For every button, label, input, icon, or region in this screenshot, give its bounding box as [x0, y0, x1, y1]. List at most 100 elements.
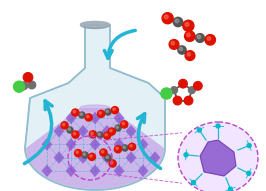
Circle shape: [228, 187, 232, 191]
Circle shape: [171, 41, 174, 45]
Circle shape: [108, 128, 115, 135]
Polygon shape: [66, 164, 76, 177]
Circle shape: [116, 126, 118, 129]
Circle shape: [169, 40, 179, 49]
Circle shape: [80, 113, 82, 115]
Polygon shape: [41, 164, 52, 177]
Circle shape: [86, 115, 89, 118]
Circle shape: [216, 124, 220, 128]
Circle shape: [164, 15, 168, 19]
Circle shape: [171, 87, 177, 94]
Circle shape: [72, 109, 79, 116]
Polygon shape: [66, 112, 76, 124]
Circle shape: [189, 87, 195, 94]
Circle shape: [197, 35, 201, 39]
Polygon shape: [200, 140, 236, 176]
Circle shape: [116, 147, 118, 150]
Polygon shape: [138, 138, 148, 151]
Circle shape: [101, 150, 104, 153]
Circle shape: [161, 88, 172, 99]
FancyArrowPatch shape: [24, 101, 52, 164]
Polygon shape: [114, 138, 124, 151]
Polygon shape: [114, 112, 124, 124]
Circle shape: [106, 156, 109, 159]
Circle shape: [91, 132, 93, 135]
Circle shape: [179, 47, 183, 51]
Circle shape: [72, 131, 79, 138]
Circle shape: [205, 35, 215, 45]
Circle shape: [120, 121, 128, 128]
Circle shape: [68, 128, 70, 130]
Circle shape: [173, 17, 183, 27]
Circle shape: [88, 153, 95, 160]
Circle shape: [207, 37, 211, 40]
Circle shape: [187, 33, 190, 37]
Circle shape: [187, 53, 190, 56]
Circle shape: [196, 34, 204, 42]
Polygon shape: [54, 125, 64, 138]
Circle shape: [185, 51, 195, 61]
Circle shape: [109, 160, 116, 167]
Polygon shape: [126, 125, 136, 138]
Circle shape: [85, 114, 92, 121]
Polygon shape: [149, 151, 160, 164]
Circle shape: [99, 112, 101, 114]
Polygon shape: [90, 164, 100, 177]
Circle shape: [128, 143, 136, 150]
Polygon shape: [90, 112, 100, 124]
Polygon shape: [126, 151, 136, 164]
Circle shape: [183, 20, 194, 31]
Circle shape: [197, 128, 201, 132]
Polygon shape: [102, 125, 113, 138]
Circle shape: [247, 144, 251, 147]
Circle shape: [192, 180, 196, 185]
Polygon shape: [66, 138, 76, 151]
Polygon shape: [102, 151, 113, 164]
Ellipse shape: [81, 22, 110, 28]
Circle shape: [98, 110, 105, 117]
Circle shape: [98, 133, 101, 135]
Circle shape: [184, 96, 193, 105]
Circle shape: [103, 132, 111, 139]
Circle shape: [123, 146, 126, 148]
Circle shape: [111, 107, 118, 114]
Circle shape: [122, 122, 124, 125]
Polygon shape: [26, 108, 164, 189]
Circle shape: [79, 112, 85, 118]
Circle shape: [185, 31, 195, 41]
Circle shape: [89, 131, 97, 138]
Circle shape: [173, 96, 182, 105]
Ellipse shape: [80, 105, 110, 111]
Circle shape: [73, 132, 76, 135]
Circle shape: [67, 127, 73, 133]
Circle shape: [76, 151, 78, 154]
Circle shape: [184, 153, 188, 157]
Circle shape: [74, 150, 82, 157]
Ellipse shape: [81, 22, 110, 27]
Circle shape: [106, 110, 109, 112]
Circle shape: [175, 19, 179, 23]
Circle shape: [63, 123, 65, 126]
Circle shape: [178, 46, 186, 54]
Polygon shape: [138, 164, 148, 177]
FancyArrowPatch shape: [138, 114, 161, 168]
Circle shape: [105, 134, 107, 136]
Circle shape: [90, 155, 92, 157]
Polygon shape: [114, 164, 124, 177]
Circle shape: [179, 79, 187, 88]
Ellipse shape: [178, 122, 258, 191]
Polygon shape: [78, 151, 88, 164]
Circle shape: [97, 132, 103, 138]
Circle shape: [28, 81, 36, 89]
Polygon shape: [78, 125, 88, 138]
Circle shape: [100, 149, 107, 156]
Circle shape: [110, 161, 113, 164]
Circle shape: [185, 23, 189, 26]
Polygon shape: [41, 138, 52, 151]
Circle shape: [14, 81, 24, 92]
Circle shape: [113, 108, 115, 111]
Circle shape: [83, 153, 85, 155]
Circle shape: [130, 145, 132, 147]
Circle shape: [23, 73, 33, 82]
Polygon shape: [25, 25, 165, 190]
